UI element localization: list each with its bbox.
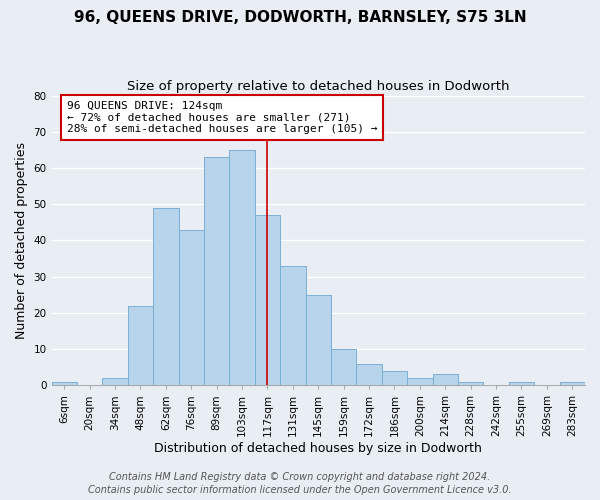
Bar [153,208,179,386]
Text: 96 QUEENS DRIVE: 124sqm
← 72% of detached houses are smaller (271)
28% of semi-d: 96 QUEENS DRIVE: 124sqm ← 72% of detache… [67,101,377,134]
Bar [407,378,433,386]
Bar [229,150,255,386]
Bar [128,306,153,386]
Bar [356,364,382,386]
Y-axis label: Number of detached properties: Number of detached properties [15,142,28,339]
Bar [331,349,356,386]
Bar [458,382,484,386]
Text: Contains HM Land Registry data © Crown copyright and database right 2024.
Contai: Contains HM Land Registry data © Crown c… [88,472,512,495]
Bar [179,230,204,386]
Bar [433,374,458,386]
Title: Size of property relative to detached houses in Dodworth: Size of property relative to detached ho… [127,80,509,93]
Bar [103,378,128,386]
Bar [560,382,585,386]
Bar [305,294,331,386]
X-axis label: Distribution of detached houses by size in Dodworth: Distribution of detached houses by size … [154,442,482,455]
Bar [509,382,534,386]
Bar [382,371,407,386]
Bar [204,157,229,386]
Bar [255,215,280,386]
Bar [280,266,305,386]
Text: 96, QUEENS DRIVE, DODWORTH, BARNSLEY, S75 3LN: 96, QUEENS DRIVE, DODWORTH, BARNSLEY, S7… [74,10,526,25]
Bar [52,382,77,386]
